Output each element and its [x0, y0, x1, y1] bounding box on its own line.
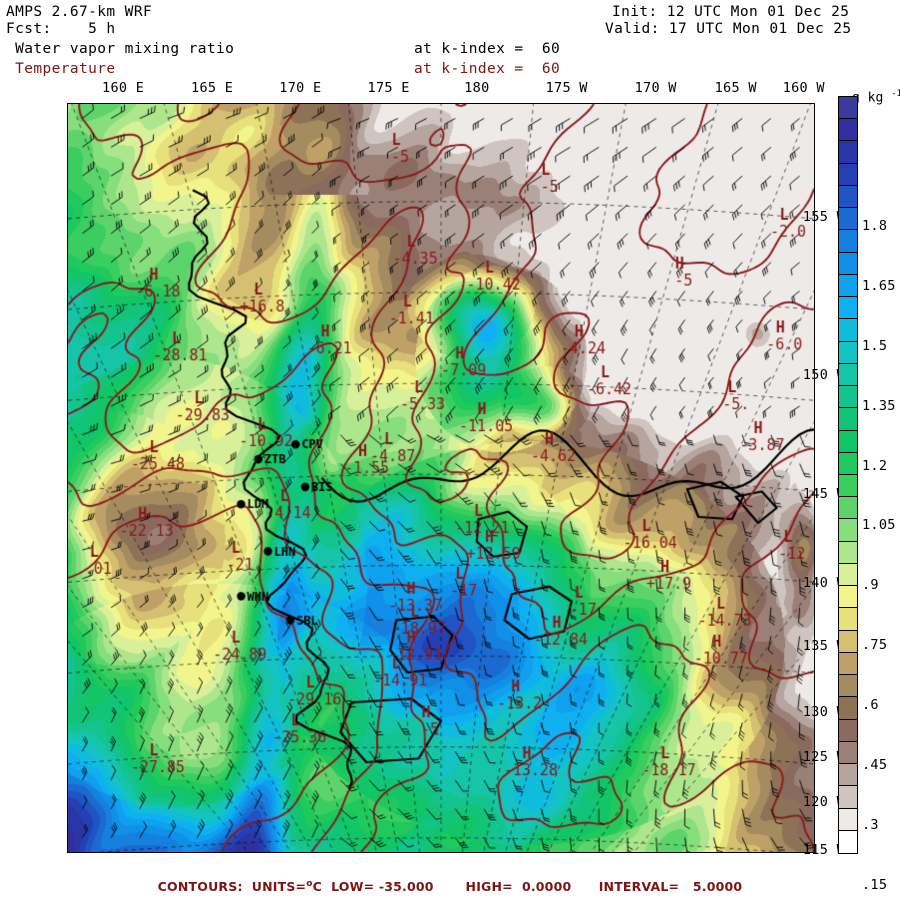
secondary-k-index-label: at k-index = 60 [414, 61, 561, 77]
colorbar-label-11: .15 [862, 876, 888, 893]
lon-tick-5: 175 W [545, 80, 588, 96]
colorbar-swatch-29 [839, 741, 857, 765]
colorbar-swatch-0 [839, 97, 857, 120]
colorbar-swatch-14 [839, 408, 857, 431]
primary-field-label: Water vapor mixing ratio [6, 41, 235, 57]
colorbar-swatch-6 [839, 230, 857, 253]
colorbar-swatch-23 [839, 608, 857, 631]
colorbar-label-8: .6 [862, 697, 879, 714]
lon-tick-6: 170 W [634, 80, 677, 96]
colorbar-swatch-9 [839, 297, 857, 320]
colorbar-label-4: 1.2 [862, 457, 888, 474]
colorbar-swatch-22 [839, 586, 857, 609]
colorbar-swatch-12 [839, 363, 857, 387]
colorbar-swatch-24 [839, 630, 857, 653]
colorbar-swatch-32 [839, 808, 857, 831]
colorbar-label-1: 1.65 [862, 277, 896, 294]
lon-tick-8: 160 W [782, 80, 825, 96]
colorbar-swatch-15 [839, 430, 857, 453]
colorbar-swatch-20 [839, 541, 857, 564]
colorbar-swatch-8 [839, 274, 857, 298]
colorbar-swatch-2 [839, 141, 857, 164]
colorbar-swatch-26 [839, 675, 857, 698]
colorbar-label-7: .75 [862, 637, 888, 654]
forecast-hour-label: Fcst: 5 h [6, 21, 116, 37]
colorbar-swatch-27 [839, 697, 857, 720]
colorbar-swatch-30 [839, 764, 857, 787]
colorbar-tick-labels: 1.8 1.65 1.5 1.35 1.2 1.05 .9 .75 .6 .45 .3 .15 [862, 96, 900, 893]
longitude-axis: 160 E 165 E 170 E 175 E 180 175 W 170 W 165 W 16… [67, 80, 825, 100]
colorbar-label-10: .3 [862, 816, 879, 833]
primary-k-index-label: at k-index = 60 [414, 41, 561, 57]
colorbar-label-3: 1.35 [862, 397, 896, 414]
lon-tick-4: 180 [464, 80, 490, 96]
colorbar-swatch-16 [839, 452, 857, 475]
secondary-field-label: Temperature [6, 61, 116, 77]
colorbar-label-0: 1.8 [862, 217, 888, 234]
colorbar-label-5: 1.05 [862, 517, 896, 534]
colorbar-swatch-18 [839, 497, 857, 520]
colorbar-swatch-10 [839, 319, 857, 342]
model-title: AMPS 2.67-km WRF [6, 4, 153, 20]
colorbar-units-exponent: -1 [891, 89, 900, 99]
colorbar-swatch-33 [839, 830, 857, 853]
lon-tick-0: 160 E [102, 80, 145, 96]
map-field-canvas [68, 104, 814, 852]
contour-info-footer: CONTOURS: UNITS=oC LOW= -35.000 HIGH= 0.… [157, 879, 743, 895]
colorbar-label-2: 1.5 [862, 337, 888, 354]
map-plot-area [67, 103, 815, 853]
lon-tick-3: 175 E [367, 80, 410, 96]
colorbar-swatch-28 [839, 719, 857, 742]
colorbar-swatch-4 [839, 185, 857, 209]
colorbar-swatch-5 [839, 208, 857, 231]
lon-tick-2: 170 E [279, 80, 322, 96]
colorbar [838, 96, 858, 854]
colorbar-label-9: .45 [862, 756, 888, 773]
lon-tick-1: 165 E [191, 80, 234, 96]
colorbar-swatch-19 [839, 519, 857, 542]
colorbar-swatch-25 [839, 652, 857, 676]
colorbar-swatch-31 [839, 786, 857, 809]
colorbar-swatch-17 [839, 474, 857, 498]
valid-time-label: Valid: 17 UTC Mon 01 Dec 25 [605, 21, 852, 37]
colorbar-label-6: .9 [862, 577, 879, 594]
colorbar-swatch-13 [839, 386, 857, 409]
colorbar-swatch-21 [839, 563, 857, 587]
colorbar-swatch-1 [839, 119, 857, 142]
colorbar-swatch-7 [839, 252, 857, 275]
colorbar-swatch-11 [839, 341, 857, 364]
colorbar-swatch-3 [839, 163, 857, 186]
init-time-label: Init: 12 UTC Mon 01 Dec 25 [612, 4, 850, 20]
lon-tick-7: 165 W [714, 80, 757, 96]
